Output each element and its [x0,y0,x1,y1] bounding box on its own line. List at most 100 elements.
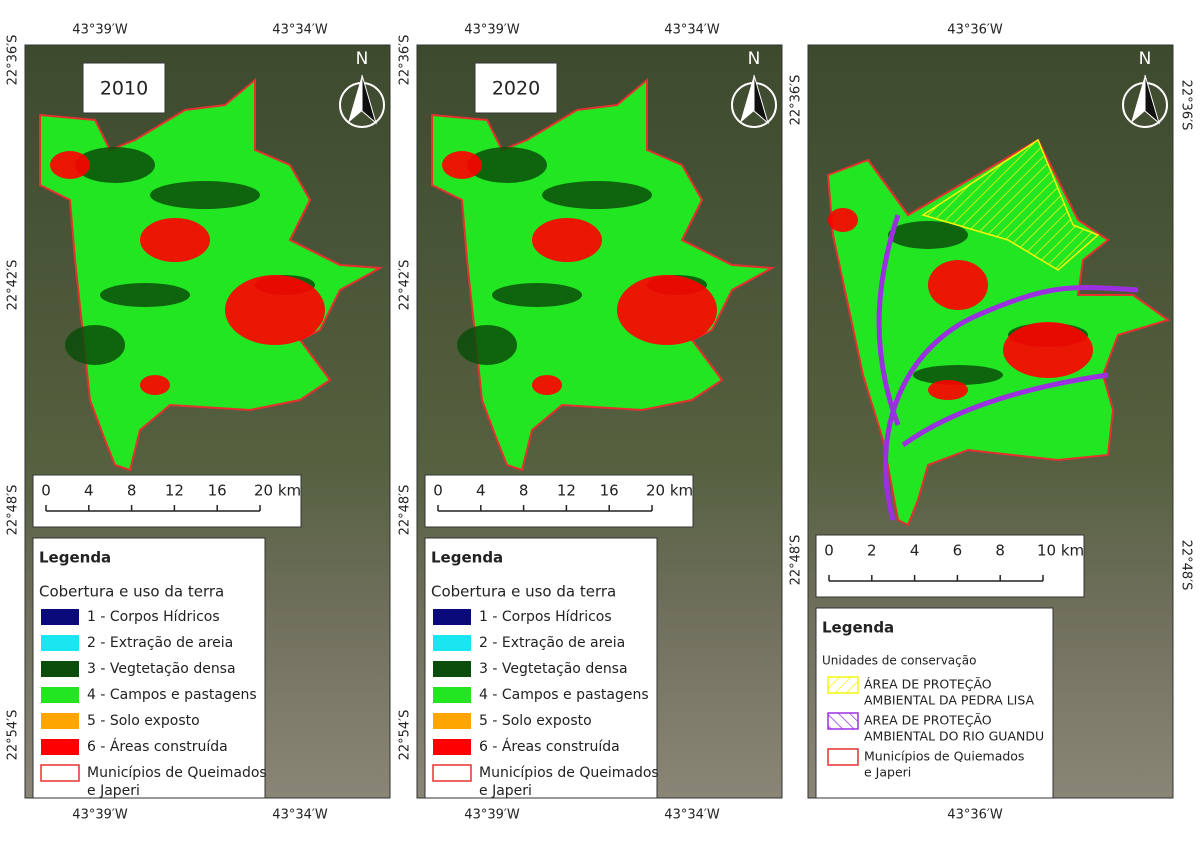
scale-label: 20 km [646,482,693,500]
legend-swatch [41,687,79,703]
legend-subtitle: Cobertura e uso da terra [431,583,616,601]
legend-swatch [432,764,472,782]
scale-label: 4 [910,542,920,560]
map-panel: N 2010 43°39′W 43°34′W 43°39′W 43°34′W 22°36′S… [6,23,391,823]
legend-swatch [433,609,471,625]
left-coordinate: 22°36′S [789,75,804,126]
bottom-coordinate: 43°34′W [664,808,720,823]
dense-vegetation [75,147,155,183]
left-coordinate: 22°48′S [6,485,21,536]
year-box [82,62,166,114]
left-coordinate: 22°42′S [6,260,21,311]
scale-label: 16 [600,482,619,500]
legend-label: 6 - Áreas construída [479,738,620,755]
legend-subtitle: Unidades de conservação [822,654,976,668]
north-arrow [1131,75,1145,123]
right-coordinate: 22°48′S [1179,540,1194,591]
built-area [225,275,325,345]
built-area [828,208,858,232]
built-area [532,218,602,262]
top-coordinate: 43°36′W [947,23,1003,38]
scale-label: 8 [127,482,137,500]
built-area [617,275,717,345]
scale-label: 8 [995,542,1005,560]
legend-label: AMBIENTAL DA PEDRA LISA [864,693,1035,708]
legend-swatch [41,739,79,755]
legend-swatch [433,661,471,677]
north-arrow [740,75,754,123]
north-arrow [361,74,377,125]
scale-label: 0 [433,482,443,500]
left-coordinate: 22°36′S [398,35,413,86]
top-coordinate: 43°39′W [464,23,520,38]
legend-label: 5 - Solo exposto [479,713,592,729]
legend-title: Legenda [39,549,111,567]
built-area [140,218,210,262]
north-label: N [748,49,761,69]
dense-vegetation [457,325,517,365]
legend-swatch [433,739,471,755]
legend-swatch [827,712,859,730]
north-label: N [1139,49,1152,69]
scale-label: 2 [867,542,877,560]
scale-label: 0 [41,482,51,500]
legend-swatch [40,764,80,782]
legend-swatch [433,713,471,729]
legend-subtitle: Cobertura e uso da terra [39,583,224,601]
built-area [928,260,988,310]
top-coordinate: 43°34′W [272,23,328,38]
dense-vegetation [913,365,1003,385]
map-panel: N 43°36′W 43°36′W 22°36′S 22°48′S 22°36′S 22°4… [789,23,1194,823]
scale-label: 0 [824,542,834,560]
built-area [140,375,170,395]
built-area [1003,322,1093,378]
legend-swatch [827,676,859,694]
built-area [532,375,562,395]
left-coordinate: 22°54′S [6,710,21,761]
legend-label: ÁREA DE PROTEÇÃO [864,677,992,692]
north-arrow [1144,74,1160,125]
left-coordinate: 22°48′S [398,485,413,536]
legend-label: Municípios de Queimados [87,765,267,781]
map-panel: N 2020 43°39′W 43°34′W 43°39′W 43°34′W 22°36′S… [398,23,783,823]
legend-swatch [41,713,79,729]
top-coordinate: 43°39′W [72,23,128,38]
dense-vegetation [542,181,652,209]
legend-label: 4 - Campos e pastagens [87,687,257,703]
scale-label: 12 [557,482,576,500]
bottom-coordinate: 43°36′W [947,808,1003,823]
scale-box [815,534,1085,598]
bottom-coordinate: 43°39′W [464,808,520,823]
legend-label: e Japeri [479,783,532,799]
year-label: 2010 [100,78,148,100]
apa-pedra-lisa [921,138,1100,271]
year-label: 2020 [492,78,540,100]
scale-box [424,474,694,528]
dense-vegetation [150,181,260,209]
legend-label: 2 - Extração de areia [87,635,233,651]
left-coordinate: 22°48′S [789,535,804,586]
bottom-coordinate: 43°39′W [72,808,128,823]
legend-label: 3 - Vegtetação densa [479,661,628,677]
legend-label: e Japeri [87,783,140,799]
dense-vegetation [492,283,582,307]
dense-vegetation [100,283,190,307]
left-coordinate: 22°42′S [398,260,413,311]
built-area [442,151,482,179]
legend-box [815,607,1054,799]
legend-label: 6 - Áreas construída [87,738,228,755]
legend-label: e Japeri [864,765,911,780]
legend-label: 4 - Campos e pastagens [479,687,649,703]
year-box [474,62,558,114]
legend-label: AREA DE PROTEÇÃO [864,713,992,728]
legend-swatch [41,661,79,677]
left-coordinate: 22°54′S [398,710,413,761]
scale-label: 4 [476,482,486,500]
scale-label: 8 [519,482,529,500]
north-arrow [348,75,362,123]
legend-label: 2 - Extração de areia [479,635,625,651]
legend-swatch [41,609,79,625]
legend-title: Legenda [822,619,894,637]
scale-label: 16 [208,482,227,500]
scale-label: 10 km [1037,542,1084,560]
